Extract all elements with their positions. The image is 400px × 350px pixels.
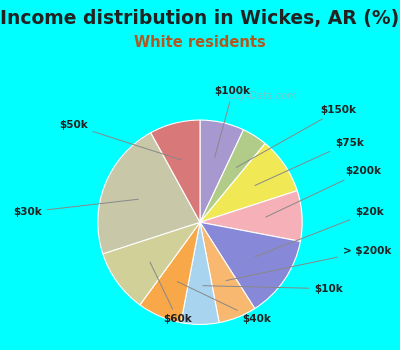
- Wedge shape: [181, 222, 219, 324]
- Wedge shape: [200, 120, 244, 222]
- Text: $30k: $30k: [13, 199, 138, 217]
- Wedge shape: [200, 191, 302, 241]
- Wedge shape: [140, 222, 200, 323]
- Text: $100k: $100k: [214, 86, 251, 158]
- Text: > $200k: > $200k: [226, 246, 392, 281]
- Wedge shape: [103, 222, 200, 305]
- Wedge shape: [200, 222, 255, 323]
- Text: $200k: $200k: [266, 166, 381, 217]
- Text: $50k: $50k: [59, 120, 182, 160]
- Wedge shape: [98, 133, 200, 254]
- Text: City-Data.com: City-Data.com: [228, 91, 297, 102]
- Text: White residents: White residents: [134, 35, 266, 50]
- Text: $75k: $75k: [255, 138, 364, 186]
- Wedge shape: [151, 120, 200, 222]
- Text: $150k: $150k: [236, 105, 356, 167]
- Wedge shape: [200, 144, 297, 222]
- Text: $20k: $20k: [255, 207, 384, 257]
- Text: Income distribution in Wickes, AR (%): Income distribution in Wickes, AR (%): [0, 9, 400, 28]
- Text: $10k: $10k: [203, 284, 343, 294]
- Wedge shape: [200, 222, 300, 309]
- Text: $40k: $40k: [177, 282, 271, 324]
- Wedge shape: [200, 130, 265, 222]
- Text: $60k: $60k: [150, 262, 192, 324]
